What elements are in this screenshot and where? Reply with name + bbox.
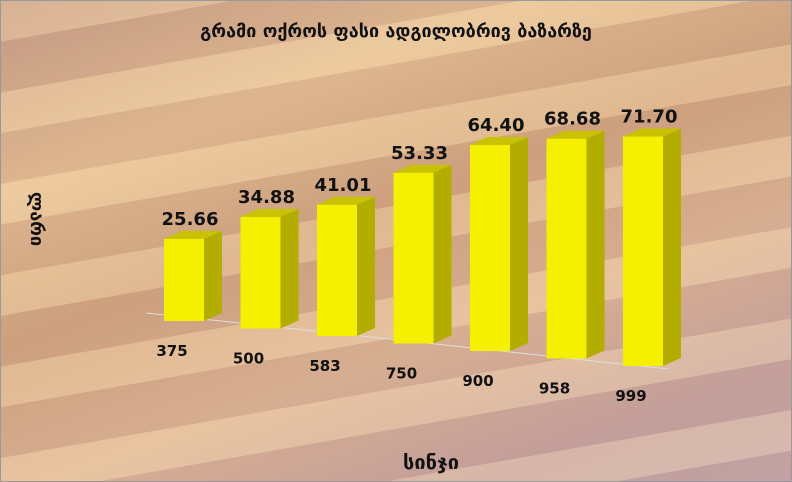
bar-top — [546, 130, 605, 139]
data-label: 68.68 — [544, 109, 601, 130]
data-label: 41.01 — [315, 175, 372, 196]
bar-375 — [164, 238, 204, 321]
bar-top — [470, 136, 528, 145]
x-tick-label: 583 — [309, 357, 340, 375]
chart-title: გრამი ოქროს ფასი ადგილობრივ ბაზარზე — [200, 21, 592, 42]
bar-side — [510, 136, 528, 351]
data-label: 64.40 — [468, 115, 525, 136]
x-tick-label: 750 — [386, 365, 417, 383]
bar-side — [204, 230, 222, 321]
bar-top — [623, 128, 681, 137]
bar-top — [317, 196, 375, 205]
x-tick-label: 958 — [539, 380, 570, 398]
bar-top — [164, 230, 222, 239]
data-label: 34.88 — [238, 187, 295, 208]
bar-999 — [623, 136, 663, 366]
x-tick-label: 500 — [233, 350, 264, 368]
bar-750 — [393, 172, 434, 344]
x-tick-label: 999 — [615, 387, 646, 405]
data-label: 25.66 — [162, 209, 219, 230]
bar-side — [433, 164, 452, 344]
bar-583 — [317, 204, 357, 336]
data-label: 53.33 — [391, 143, 448, 164]
data-label: 71.70 — [621, 107, 678, 128]
y-axis-label: ლარი — [26, 192, 47, 246]
bar-side — [663, 128, 681, 366]
bar-side — [586, 130, 605, 359]
bar-top — [240, 208, 299, 217]
bar-side — [280, 208, 299, 329]
bar-900 — [470, 144, 510, 351]
bar-500 — [240, 216, 281, 329]
bar-top — [393, 164, 452, 173]
x-tick-label: 375 — [156, 342, 187, 360]
x-axis-label: სინჯი — [403, 450, 459, 474]
x-tick-label: 900 — [462, 372, 493, 390]
bar-958 — [546, 138, 587, 359]
bar-side — [357, 196, 375, 336]
